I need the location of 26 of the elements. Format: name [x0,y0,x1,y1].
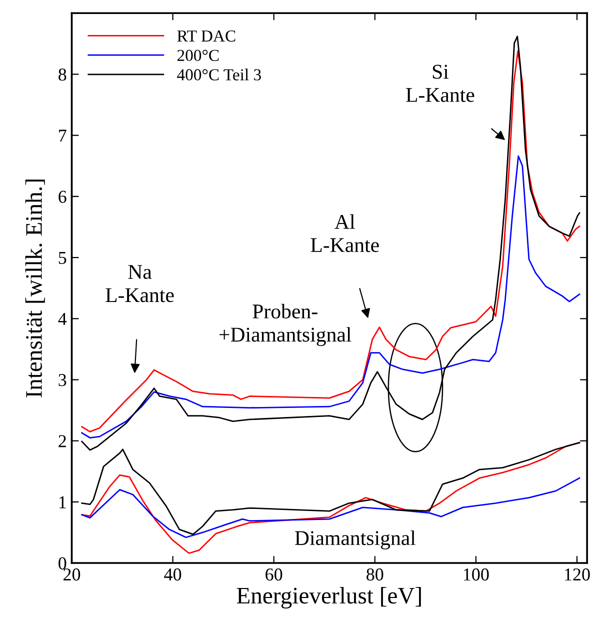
y-tick-label: 6 [58,190,66,203]
legend-label: RT DAC [177,30,236,42]
annotation: Diamantsignal [295,530,416,550]
x-tick-label: 80 [366,568,384,581]
y-tick-label: 7 [59,130,66,142]
legend-label: 400°C Teil 3 [177,68,261,80]
line-series [81,155,580,438]
x-tick-label: 100 [464,568,489,581]
x-tick-label: 60 [266,568,282,581]
y-tick-label: 2 [58,435,66,448]
annotation: Si L-Kante [406,64,474,102]
y-tick-label: 5 [58,252,66,264]
x-axis-title: Energieverlust [eV] [236,587,421,609]
legend-label: 200°C [177,50,219,62]
annotation: Proben- +Diamantsignal [220,304,352,346]
y-tick-label: 1 [59,496,66,508]
x-tick-label: 120 [565,568,590,581]
annotation: Al L-Kante [310,214,379,252]
y-axis-title: Intensität [willk. Einh.] [25,180,45,398]
y-tick-label: 3 [58,374,66,386]
annotation: Na L-Kante [106,265,174,302]
x-tick-label: 40 [164,568,182,581]
y-tick-label: 4 [58,313,67,325]
x-tick-label: 20 [64,568,80,581]
y-tick-label: 8 [58,68,66,81]
y-tick-label: 0 [58,557,66,570]
